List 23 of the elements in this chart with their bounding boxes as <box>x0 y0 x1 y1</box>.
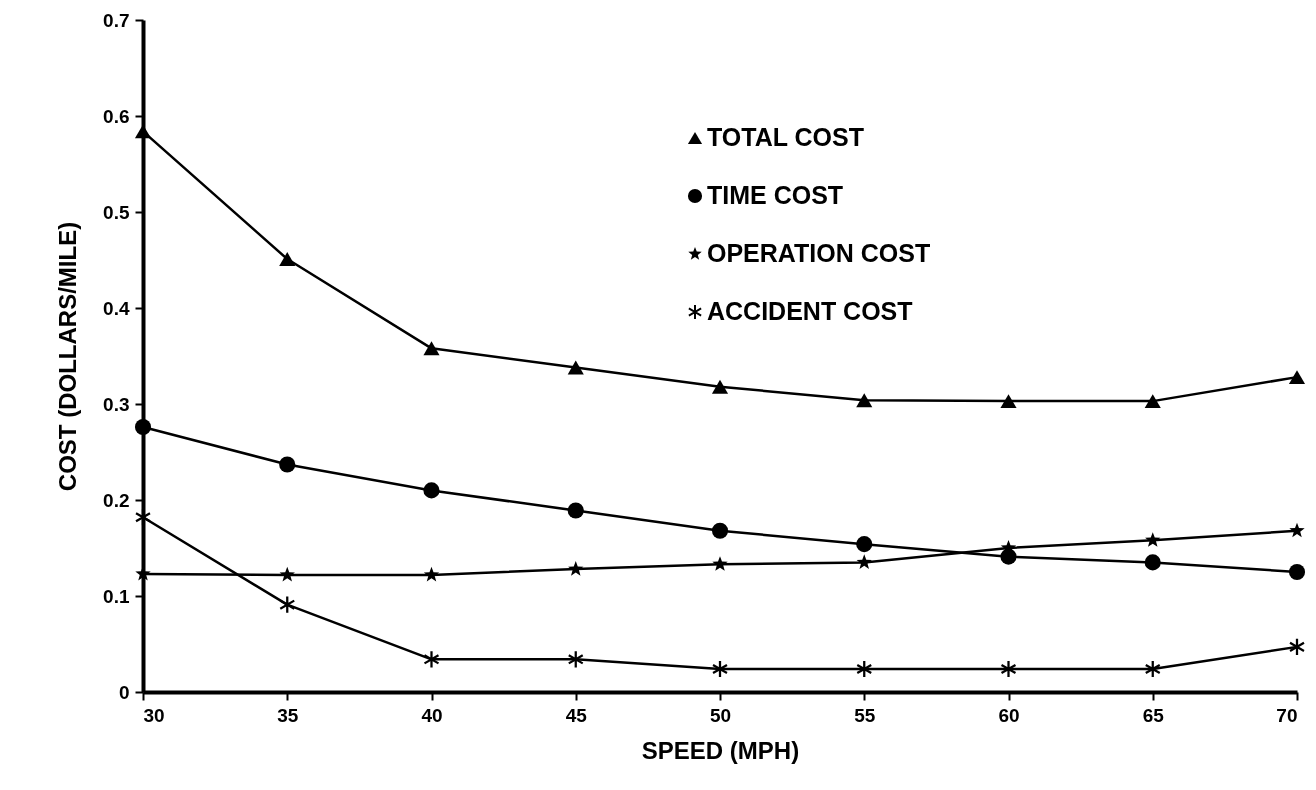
x-tick-label: 50 <box>709 704 732 726</box>
x-tick-label: 45 <box>565 704 588 726</box>
y-tick-label: 0.5 <box>103 201 130 223</box>
x-tick-label: 30 <box>143 704 165 726</box>
x-tick-label: 40 <box>421 704 443 726</box>
x-tick-label: 35 <box>277 704 299 726</box>
legend-label: ACCIDENT COST <box>707 297 913 325</box>
x-tick-label: 60 <box>998 704 1020 726</box>
y-tick-label: 0.2 <box>103 489 130 511</box>
y-tick-label: 0.4 <box>103 297 130 319</box>
legend-label: TIME COST <box>707 181 844 209</box>
legend-label: OPERATION COST <box>707 239 931 267</box>
x-tick-label: 55 <box>854 704 876 726</box>
x-tick-label: 70 <box>1276 704 1298 726</box>
y-tick-label: 0.6 <box>103 105 130 127</box>
y-tick-label: 0.3 <box>103 393 130 415</box>
y-tick-label: 0 <box>118 681 130 703</box>
legend-label: TOTAL COST <box>707 123 864 151</box>
y-axis-title: COST (DOLLARS/MILE) <box>54 221 82 492</box>
y-tick-label: 0.7 <box>103 9 130 31</box>
x-tick-label: 65 <box>1142 704 1165 726</box>
x-axis-title: SPEED (MPH) <box>641 736 800 764</box>
y-tick-label: 0.1 <box>103 585 130 607</box>
